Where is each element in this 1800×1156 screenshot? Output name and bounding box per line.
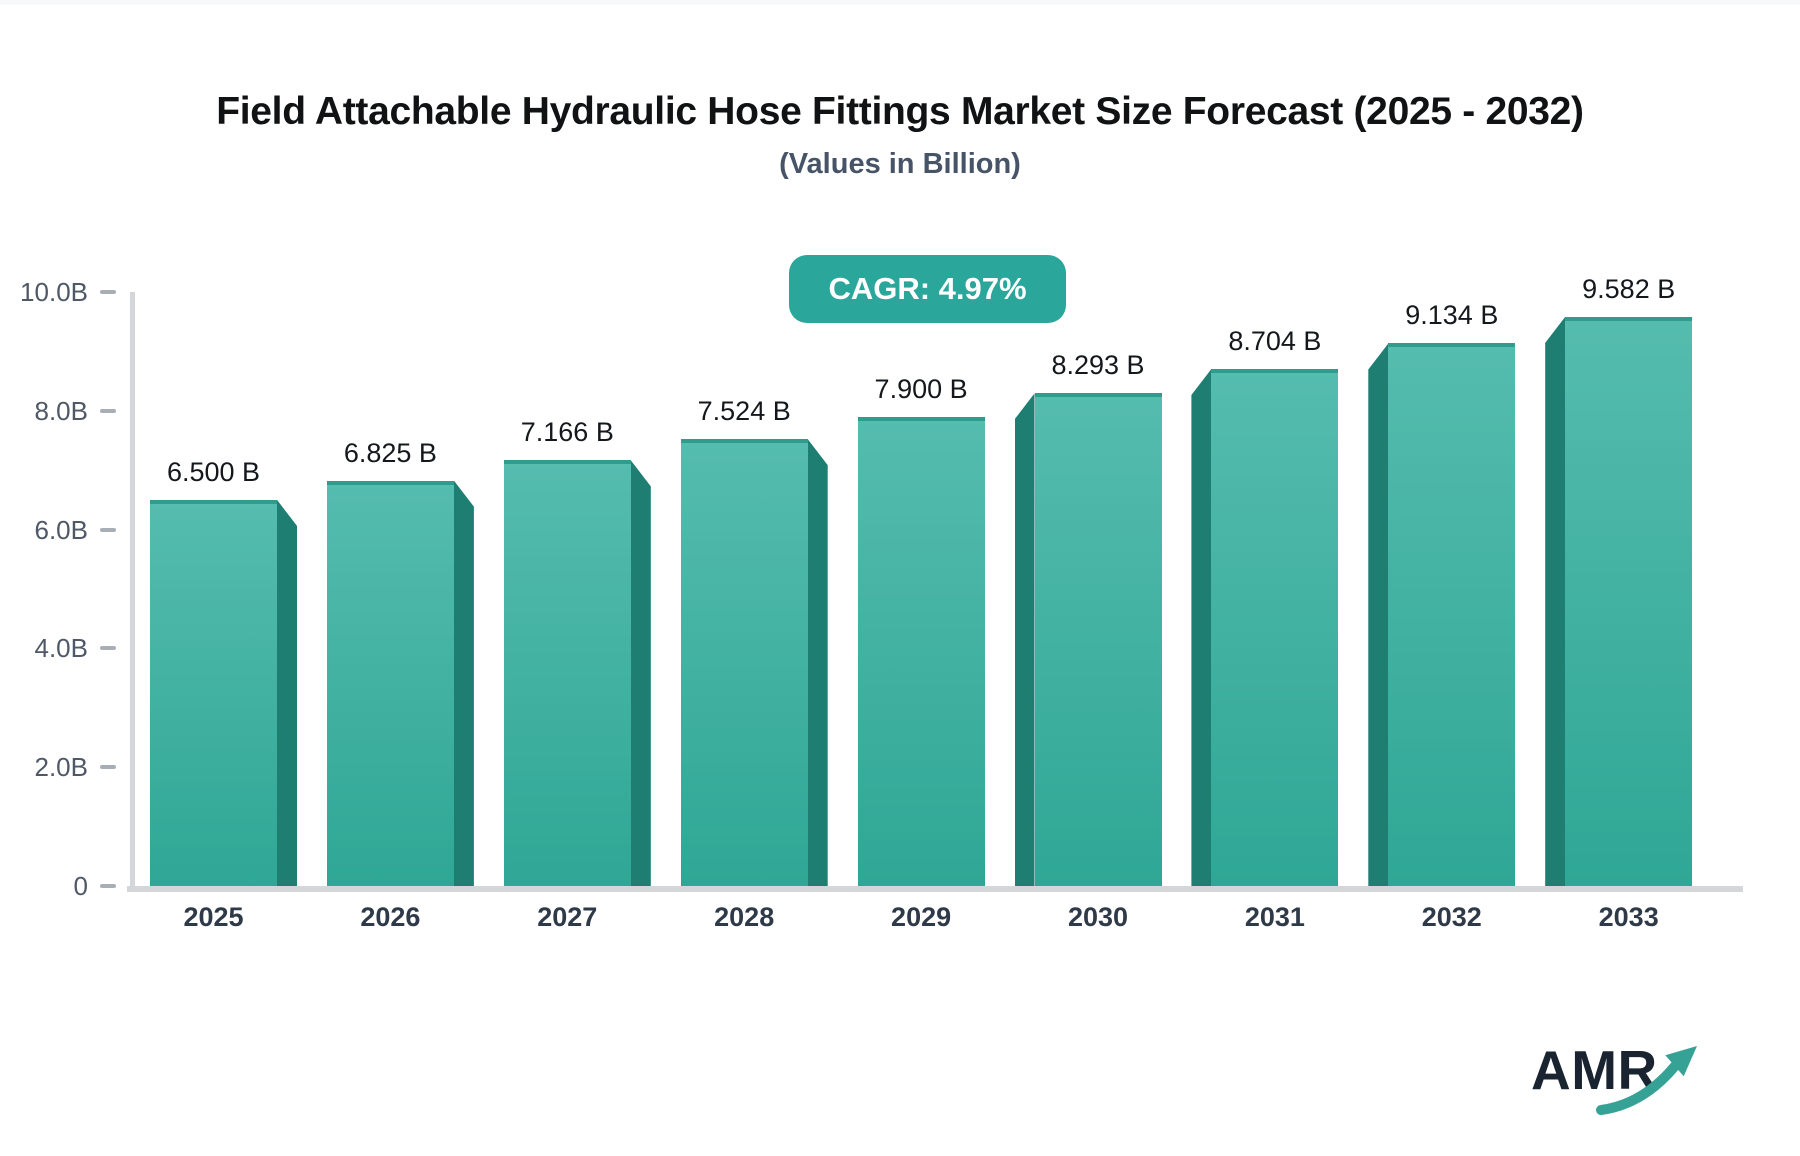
page-top-strip <box>0 0 1800 5</box>
y-tick-label-2.0B: 2.0B <box>34 752 89 783</box>
y-tick-mark <box>100 765 116 770</box>
bar-side-face-2026 <box>453 480 474 886</box>
bar-value-label-2027: 7.166 B <box>520 417 614 448</box>
growth-arrow-icon <box>1596 1046 1697 1115</box>
amr-logo-text: AMR <box>1531 1039 1658 1101</box>
bar-side-face-2030 <box>1014 393 1035 886</box>
bar-2028 <box>680 439 808 886</box>
x-tick-label-2026: 2026 <box>360 902 421 932</box>
bar-value-label-2032: 9.134 B <box>1405 300 1499 331</box>
bar-2025 <box>150 499 277 886</box>
chart-title: Field Attachable Hydraulic Hose Fittings… <box>216 90 1584 133</box>
bar-2029 <box>857 416 985 886</box>
x-tick-label-2025: 2025 <box>183 902 244 932</box>
y-tick-label-10.0B: 10.0B <box>20 277 88 307</box>
bar-2026 <box>326 480 454 886</box>
x-tick-label-2030: 2030 <box>1067 902 1129 932</box>
bar-value-label-2033: 9.582 B <box>1582 273 1676 304</box>
y-tick-mark <box>100 527 116 532</box>
bar-value-label-2025: 6.500 B <box>166 456 261 487</box>
y-tick-mark <box>100 646 116 651</box>
y-axis-line <box>130 292 135 892</box>
y-tick-label-8.0B: 8.0B <box>34 395 89 426</box>
bar-value-label-2030: 8.293 B <box>1051 350 1145 381</box>
bar-side-face-2031 <box>1191 368 1212 886</box>
y-tick-mark <box>100 884 116 888</box>
x-tick-label-2033: 2033 <box>1598 902 1659 932</box>
bar-side-face-2032 <box>1368 343 1389 886</box>
bar-side-face-2027 <box>630 460 651 886</box>
bar-2031 <box>1211 368 1339 886</box>
bar-side-face-2025 <box>277 499 297 886</box>
bar-value-label-2028: 7.524 B <box>697 396 791 427</box>
bar-2032 <box>1388 343 1516 886</box>
chart-subtitle: (Values in Billion) <box>779 148 1021 180</box>
x-tick-label-2031: 2031 <box>1244 902 1305 932</box>
bar-2033 <box>1565 316 1693 886</box>
bar-value-label-2029: 7.900 B <box>874 373 968 404</box>
bar-side-face-2028 <box>807 439 828 886</box>
y-tick-label-6.0B: 6.0B <box>34 514 89 545</box>
y-tick-mark <box>100 408 116 413</box>
x-tick-label-2029: 2029 <box>891 902 952 932</box>
bar-2027 <box>503 460 631 886</box>
amr-logo: AMR <box>1531 1038 1741 1123</box>
bar-value-label-2031: 8.704 B <box>1228 325 1322 356</box>
cagr-badge: CAGR: 4.97% <box>789 255 1066 323</box>
x-tick-label-2028: 2028 <box>714 902 775 932</box>
x-tick-label-2032: 2032 <box>1421 902 1482 932</box>
y-tick-mark <box>100 290 116 294</box>
y-tick-label-0: 0 <box>73 871 88 901</box>
bar-side-face-2033 <box>1545 316 1566 886</box>
bar-2030 <box>1034 393 1162 886</box>
x-tick-label-2027: 2027 <box>537 902 598 932</box>
y-tick-label-4.0B: 4.0B <box>34 633 89 664</box>
bar-value-label-2026: 6.825 B <box>343 437 437 468</box>
x-axis-line <box>127 886 1743 892</box>
